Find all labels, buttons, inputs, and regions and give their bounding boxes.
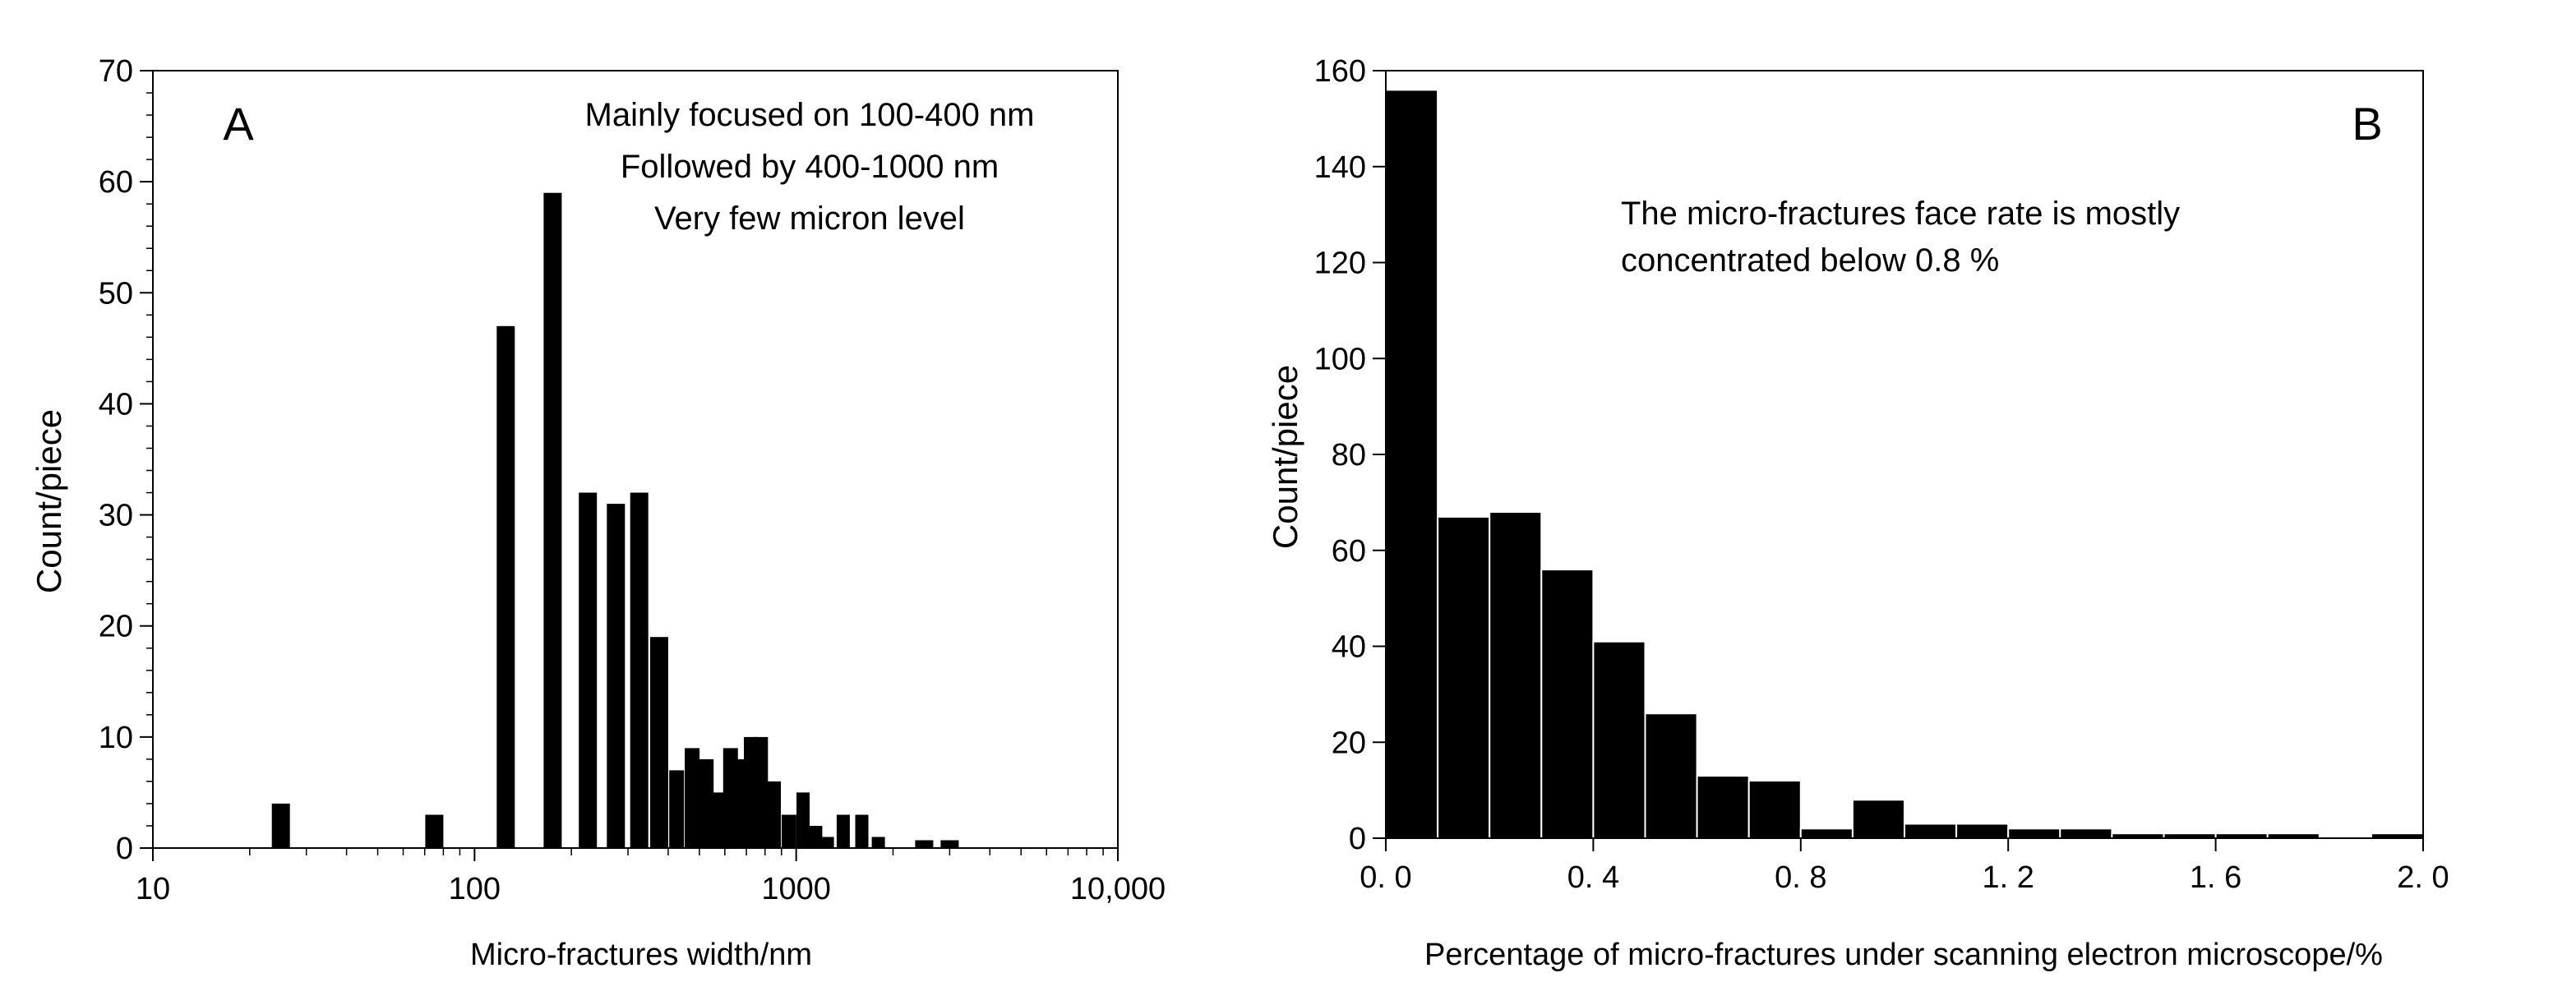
chart-a-panel-label: A [223, 98, 254, 150]
chart-a-bar-25 [940, 840, 959, 848]
chart-b-y-tick-label-0: 0 [1349, 822, 1366, 856]
chart-b-x-tick-label-2: 0. 8 [1775, 860, 1826, 895]
chart-b-y-tick-label-5: 100 [1314, 342, 1366, 376]
chart-a-bar-19 [809, 826, 823, 848]
chart-b-x-tick-label-0: 0. 0 [1360, 860, 1411, 895]
chart-b-y-tick-label-4: 80 [1332, 438, 1366, 473]
chart-b-y-tick-label-2: 40 [1332, 630, 1366, 665]
chart-b-bar-12 [2007, 828, 2061, 839]
chart-b-bar-11 [1955, 823, 2010, 839]
chart-a-x-axis-label: Micro-fractures width/nm [470, 938, 812, 972]
chart-a-y-axis-label: Count/piece [30, 409, 68, 593]
chart-b-x-tick-label-4: 1. 6 [2190, 860, 2241, 895]
chart-b-bar-7 [1747, 780, 1802, 839]
chart-b-y-tick-label-8: 160 [1314, 54, 1366, 89]
chart-b-ticks [1373, 70, 2424, 851]
chart-a-bar-2 [496, 325, 515, 848]
chart-b-x-tick-labels: 0. 0 0. 4 0. 8 1. 2 1. 6 2. 0 [1360, 860, 2449, 895]
chart-a-y-tick-label-5: 50 [99, 276, 133, 311]
chart-b-bar-13 [2059, 828, 2113, 839]
chart-b-bar-6 [1696, 775, 1750, 839]
chart-b-y-tick-label-1: 20 [1332, 726, 1366, 760]
chart-a-bar-1 [425, 814, 444, 848]
chart-a-y-tick-label-0: 0 [116, 832, 133, 866]
chart-a-bar-20 [820, 837, 834, 848]
chart-a-y-tick-label-4: 40 [99, 387, 133, 422]
chart-a-bar-8 [669, 770, 685, 848]
chart-a-bar-21 [836, 814, 850, 848]
chart-b-bar-1 [1437, 515, 1491, 840]
chart-a-bar-23 [871, 837, 885, 848]
chart-b-y-tick-labels: 0 20 40 60 80 100 120 140 160 [1314, 54, 1366, 856]
chart-b-x-tick-label-3: 1. 2 [1983, 860, 2034, 895]
chart-a-bar-6 [630, 492, 649, 848]
chart-a-plot-frame [152, 70, 1119, 849]
chart-b-bar-9 [1851, 799, 1905, 839]
chart-a-annotation-line-3: Very few micron level [654, 201, 965, 237]
chart-b-annotation-line-1: The micro-fractures face rate is mostly [1621, 196, 2180, 232]
chart-a-annotation-line-1: Mainly focused on 100-400 nm [585, 97, 1035, 133]
chart-a-y-tick-label-6: 60 [99, 165, 133, 200]
chart-a-y-tick-label-3: 30 [99, 499, 133, 533]
chart-b-x-tick-label-1: 0. 4 [1567, 860, 1619, 895]
chart-a-y-tick-label-7: 70 [99, 54, 133, 89]
chart-a-bar-7 [650, 637, 668, 848]
chart-a-bar-22 [855, 814, 869, 848]
chart-b: 0 20 40 60 80 100 120 140 160 0. 0 0. 4 0. 8 1. 2 1.… [1266, 54, 2449, 972]
chart-b-bar-2 [1489, 511, 1543, 839]
chart-a-x-tick-labels: 10 100 1000 10,000 [136, 872, 1166, 906]
chart-a-x-tick-label-2: 1000 [761, 872, 831, 906]
chart-a-bar-0 [271, 803, 290, 848]
chart-b-bar-5 [1644, 712, 1698, 840]
chart-b-bar-10 [1904, 823, 1958, 839]
chart-b-annotation-line-2: concentrated below 0.8 % [1621, 242, 1999, 279]
chart-a-bar-9 [685, 748, 700, 848]
chart-b-bar-4 [1592, 640, 1646, 840]
chart-b-y-tick-label-3: 60 [1332, 534, 1366, 569]
chart-a-bar-16 [766, 781, 781, 848]
chart-a-bar-10 [699, 758, 714, 848]
chart-b-x-tick-label-5: 2. 0 [2397, 860, 2449, 895]
chart-a-annotation-line-2: Followed by 400-1000 nm [621, 149, 999, 185]
chart-b-bar-8 [1799, 828, 1854, 839]
chart-a-y-tick-label-2: 20 [99, 610, 133, 644]
chart-b-bars [1385, 89, 2424, 840]
chart-a-x-tick-label-0: 10 [136, 872, 170, 906]
chart-a-bar-18 [796, 792, 810, 848]
chart-a-bar-15 [753, 736, 769, 848]
chart-a-ticks [140, 70, 1119, 861]
chart-a-bar-5 [607, 504, 626, 848]
chart-a-bars [271, 192, 959, 848]
chart-b-bar-3 [1540, 569, 1595, 839]
chart-a-x-tick-label-1: 100 [449, 872, 501, 906]
chart-b-y-axis-label: Count/piece [1266, 365, 1304, 549]
chart-a-x-tick-label-3: 10,000 [1070, 872, 1166, 906]
chart-a-bar-11 [711, 792, 727, 848]
chart-a-bar-24 [915, 840, 934, 848]
chart-a-bar-3 [543, 192, 562, 848]
chart-b-x-axis-label: Percentage of micro-fractures under scan… [1424, 938, 2383, 972]
chart-a-bar-4 [579, 492, 598, 848]
chart-b-y-tick-label-6: 120 [1314, 247, 1366, 281]
chart-b-panel-label: B [2352, 98, 2382, 150]
chart-a-bar-17 [781, 814, 796, 848]
chart-b-bar-0 [1385, 89, 1439, 839]
chart-a-y-tick-labels: 0 10 20 30 40 50 60 70 [99, 54, 133, 866]
chart-b-y-tick-label-7: 140 [1314, 150, 1366, 185]
chart-a-y-tick-label-1: 10 [99, 721, 133, 755]
